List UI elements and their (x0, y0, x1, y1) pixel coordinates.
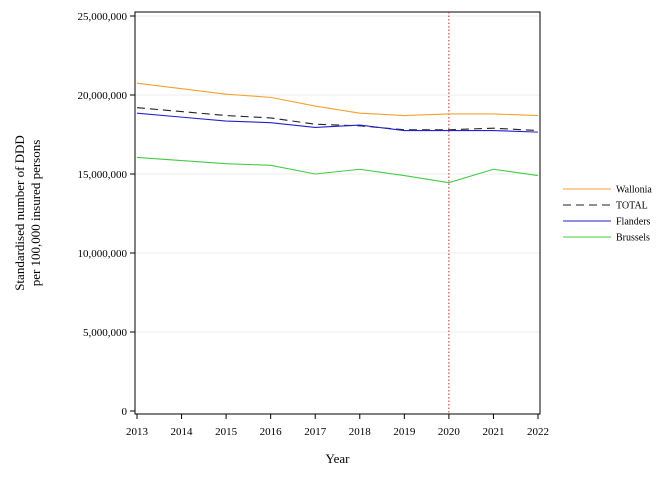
x-axis-title: Year (326, 451, 351, 466)
plot-area (134, 11, 541, 415)
legend-label-total: TOTAL (616, 201, 648, 212)
x-tick-label: 2019 (393, 426, 416, 438)
x-tick-label: 2014 (171, 426, 194, 438)
y-axis: 0 5,000,000 10,000,000 15,000,000 20,000,000… (78, 11, 135, 418)
y-axis-title-line-1: Standardised number of DDD (12, 135, 27, 291)
x-axis: 2013 2014 2015 2016 2017 2018 2019 2020 2021 2022 (126, 414, 549, 438)
legend-label-brussels: Brussels (616, 233, 650, 244)
y-axis-title-line-2: per 100,000 insured persons (28, 140, 43, 287)
x-tick-label: 2018 (349, 426, 372, 438)
series-line-wallonia (136, 82, 539, 117)
x-tick-label: 2020 (438, 426, 461, 438)
x-tick-label: 2017 (304, 426, 327, 438)
series-line-flanders (136, 112, 539, 133)
legend-label-wallonia: Wallonia (616, 185, 652, 196)
grid-lines (135, 15, 540, 333)
y-tick-label: 0 (122, 406, 128, 418)
y-tick-label: 10,000,000 (78, 248, 128, 260)
series-lines (136, 82, 539, 184)
legend: Wallonia TOTAL Flanders Brussels (563, 185, 652, 244)
y-tick-label: 5,000,000 (83, 327, 128, 339)
y-tick-label: 15,000,000 (78, 169, 128, 181)
x-tick-label: 2022 (527, 426, 549, 438)
x-tick-label: 2015 (215, 426, 238, 438)
y-axis-title: Standardised number of DDD per 100,000 i… (12, 135, 43, 291)
x-tick-label: 2021 (482, 426, 504, 438)
x-tick-label: 2016 (260, 426, 283, 438)
x-tick-label: 2013 (126, 426, 149, 438)
y-tick-label: 20,000,000 (78, 90, 128, 102)
series-line-total (136, 107, 539, 132)
y-tick-label: 25,000,000 (78, 11, 128, 23)
legend-label-flanders: Flanders (616, 217, 651, 228)
series-line-brussels (136, 156, 539, 184)
